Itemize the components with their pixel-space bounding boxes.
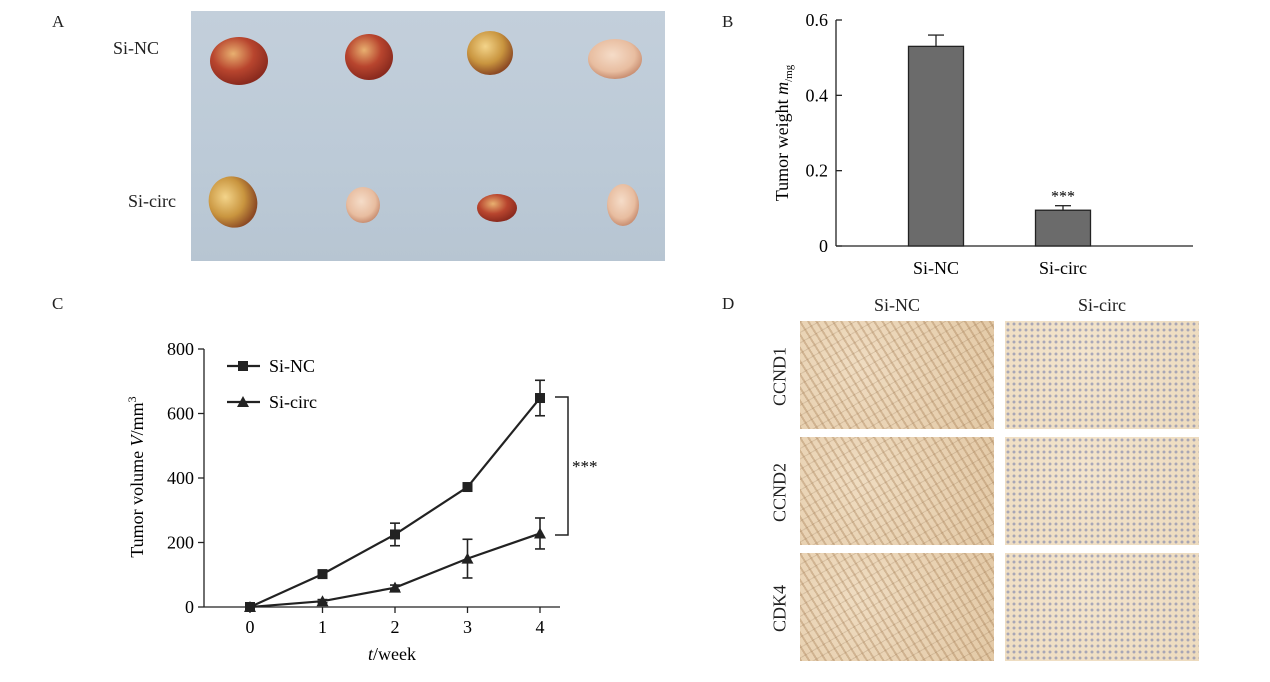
x-axis-label: t/week [368, 644, 416, 664]
panel-c-letter: C [52, 294, 64, 313]
x-tick-label: 2 [391, 617, 400, 637]
bar-si-circ [1034, 209, 1092, 247]
data-point-si-circ [461, 552, 474, 564]
significance-label: *** [572, 457, 598, 476]
panel-d-letter: D [722, 294, 735, 313]
tumor-circ-3 [477, 194, 517, 222]
legend-label: Si-NC [269, 356, 315, 376]
y-tick-label: 0.4 [806, 85, 829, 105]
legend-marker [238, 361, 248, 371]
tumor-photo [191, 11, 665, 261]
ihc-image-ccnd2-si-circ [1005, 437, 1199, 545]
tumor-photo-drawing [208, 31, 642, 228]
data-point-si-circ [534, 527, 546, 539]
x-tick-label: 1 [318, 617, 327, 637]
legend-marker [237, 396, 249, 407]
panel-b-letter: B [722, 12, 734, 31]
x-tick-label: Si-NC [913, 258, 959, 278]
significance-bracket [555, 396, 569, 536]
ihc-image-ccnd2-si-nc [800, 437, 994, 545]
x-tick-label: Si-circ [1039, 258, 1087, 278]
row-label-si-nc: Si-NC [113, 38, 160, 58]
tumor-circ-4 [607, 184, 639, 226]
tumor-nc-2 [345, 34, 393, 80]
row-label-cdk4: CDK4 [769, 585, 790, 633]
tumor-circ-2 [346, 187, 380, 223]
y-axis-label: Tumor weight m/mg [772, 64, 795, 201]
x-tick-label: 0 [246, 617, 255, 637]
tumor-nc-4 [588, 39, 642, 79]
y-tick-label: 600 [167, 404, 194, 424]
data-point-si-nc [535, 393, 545, 404]
ihc-image-cdk4-si-nc [800, 553, 994, 661]
data-point-si-nc [317, 569, 328, 580]
bar-si-nc [907, 45, 965, 247]
y-tick-label: 800 [167, 339, 194, 359]
row-label-ccnd2: CCND2 [769, 463, 790, 523]
y-axis-label: Tumor volume V/mm3 [125, 396, 147, 557]
data-point-si-nc [390, 529, 400, 540]
data-point-si-circ [389, 581, 401, 593]
data-point-si-circ [244, 601, 256, 612]
y-tick-label: 0 [185, 597, 194, 617]
row-label-si-circ: Si-circ [128, 191, 176, 211]
row-label-ccnd1: CCND1 [769, 347, 790, 407]
legend-label: Si-circ [269, 392, 317, 412]
data-point-si-circ [316, 595, 329, 607]
x-tick-label: 3 [463, 617, 472, 637]
y-tick-label: 200 [167, 533, 194, 553]
y-tick-label: 0.6 [806, 10, 829, 30]
significance-label: *** [1051, 189, 1075, 206]
bar-chart-tumor-weight: 0 0.2 0.4 0.6 Si-NC Si-circ *** Tumor weight … [772, 10, 1193, 278]
y-tick-label: 0.2 [806, 161, 829, 181]
series-line-si-nc [249, 397, 541, 609]
ihc-image-cdk4-si-circ [1005, 553, 1199, 661]
column-header-si-nc: Si-NC [873, 295, 920, 315]
tumor-circ-1 [208, 176, 258, 228]
ihc-image-ccnd1-si-circ [1005, 321, 1199, 429]
panel-a-letter: A [52, 12, 65, 31]
x-tick-label: 4 [536, 617, 545, 637]
column-header-si-circ: Si-circ [1078, 295, 1126, 315]
y-tick-label: 0 [819, 236, 828, 256]
line-chart-tumor-volume: 0 200 400 600 800 0 1 2 3 4 Si-NC Si-circ *** Tumo… [125, 339, 598, 664]
ihc-image-ccnd1-si-nc [800, 321, 994, 429]
y-tick-label: 400 [167, 468, 194, 488]
data-point-si-nc [462, 482, 473, 493]
tumor-nc-1 [210, 37, 268, 85]
tumor-nc-3 [467, 31, 513, 75]
